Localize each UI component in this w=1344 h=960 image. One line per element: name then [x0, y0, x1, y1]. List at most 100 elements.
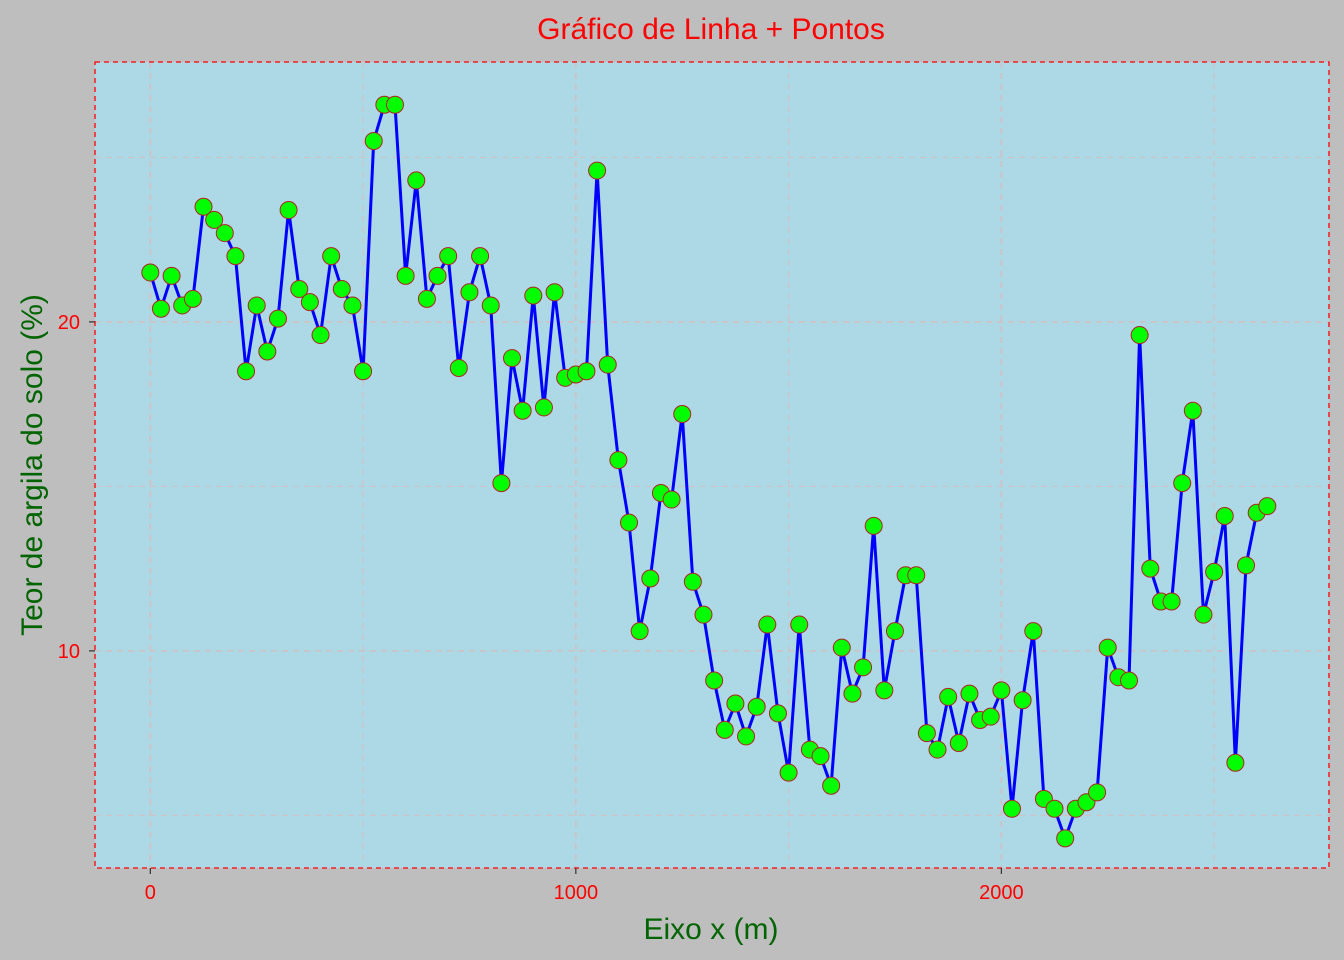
- axis-ticks: 0 1000 2000 10 20: [58, 312, 1024, 904]
- data-point: [503, 349, 522, 368]
- data-point: [1226, 753, 1245, 772]
- data-point: [481, 296, 500, 315]
- data-point: [428, 266, 447, 285]
- data-point: [513, 401, 532, 420]
- data-point: [620, 513, 639, 532]
- y-axis-title: Teor de argila do solo (%): [16, 294, 49, 636]
- data-point: [290, 279, 309, 298]
- data-point: [162, 266, 181, 285]
- data-point: [545, 283, 564, 302]
- data-point: [407, 171, 426, 190]
- data-point: [385, 95, 404, 114]
- data-point: [949, 733, 968, 752]
- data-point: [641, 569, 660, 588]
- data-point: [354, 362, 373, 381]
- x-tick-label: 2000: [979, 882, 1024, 904]
- data-point: [1215, 506, 1234, 525]
- data-point: [960, 684, 979, 703]
- data-point: [311, 326, 330, 345]
- data-point: [1024, 622, 1043, 641]
- data-point: [843, 684, 862, 703]
- data-point: [460, 283, 479, 302]
- x-tick-label: 0: [145, 882, 156, 904]
- data-point: [662, 490, 681, 509]
- data-point: [247, 296, 266, 315]
- data-point: [194, 197, 213, 216]
- data-point: [205, 210, 224, 229]
- data-point: [790, 615, 809, 634]
- data-point: [215, 224, 234, 243]
- data-point: [1013, 691, 1032, 710]
- data-point: [726, 694, 745, 713]
- data-point: [917, 724, 936, 743]
- data-point: [768, 704, 787, 723]
- data-point: [471, 247, 490, 266]
- grid-lines: [95, 62, 1329, 868]
- plot-panel: [95, 62, 1329, 868]
- data-point: [811, 747, 830, 766]
- data-point: [673, 405, 692, 424]
- data-point: [226, 247, 245, 266]
- y-tick-label: 10: [58, 641, 80, 663]
- data-point: [279, 201, 298, 220]
- data-point: [300, 293, 319, 312]
- y-tick-label: 20: [58, 312, 80, 334]
- data-point: [885, 622, 904, 641]
- data-point: [694, 605, 713, 624]
- data-point: [1194, 605, 1213, 624]
- data-point: [1002, 799, 1021, 818]
- data-point: [1173, 474, 1192, 493]
- data-point: [737, 727, 756, 746]
- data-point: [588, 161, 607, 180]
- x-axis-title: Eixo x (m): [644, 913, 779, 946]
- data-point: [705, 671, 724, 690]
- data-point: [715, 720, 734, 739]
- data-point: [683, 572, 702, 591]
- data-point: [524, 286, 543, 305]
- data-point: [1258, 497, 1277, 516]
- data-point: [343, 296, 362, 315]
- data-point: [1130, 326, 1149, 345]
- data-point: [1237, 556, 1256, 575]
- data-point: [577, 362, 596, 381]
- data-point: [141, 263, 160, 282]
- data-point: [449, 358, 468, 377]
- data-point: [268, 309, 287, 328]
- data-point: [1098, 638, 1117, 657]
- data-point: [822, 776, 841, 795]
- data-point: [258, 342, 277, 361]
- data-point: [1183, 401, 1202, 420]
- data-point: [534, 398, 553, 417]
- data-point: [1056, 829, 1075, 848]
- chart-title: Gráfico de Linha + Pontos: [537, 13, 885, 46]
- data-point: [758, 615, 777, 634]
- data-series: [141, 95, 1277, 848]
- data-point: [992, 681, 1011, 700]
- data-point: [183, 289, 202, 308]
- x-tick-label: 1000: [554, 882, 599, 904]
- data-point: [875, 681, 894, 700]
- data-point: [779, 763, 798, 782]
- data-point: [237, 362, 256, 381]
- data-point: [417, 289, 436, 308]
- data-point: [1045, 799, 1064, 818]
- data-point: [1088, 783, 1107, 802]
- plot-panel-border: [94, 61, 1330, 869]
- data-point: [981, 707, 1000, 726]
- data-point: [609, 451, 628, 470]
- data-point: [322, 247, 341, 266]
- data-point: [832, 638, 851, 657]
- data-point: [439, 247, 458, 266]
- data-point: [1120, 671, 1139, 690]
- data-point: [928, 740, 947, 759]
- data-point: [1205, 562, 1224, 581]
- data-point: [630, 622, 649, 641]
- data-point: [864, 516, 883, 535]
- data-point: [747, 697, 766, 716]
- data-point: [939, 687, 958, 706]
- data-point: [598, 355, 617, 374]
- data-point: [332, 279, 351, 298]
- data-point: [396, 266, 415, 285]
- data-point: [492, 474, 511, 493]
